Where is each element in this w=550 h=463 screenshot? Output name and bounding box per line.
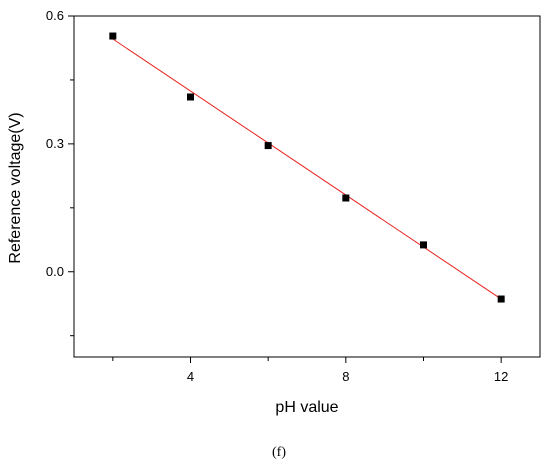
data-point: [109, 32, 117, 40]
x-axis-ticks: 4 8 12: [112, 357, 508, 384]
x-tick-label: 8: [342, 369, 349, 384]
data-point: [187, 93, 194, 101]
x-tick-label: 4: [187, 369, 194, 384]
y-axis-label: Reference voltage(V): [7, 112, 24, 263]
x-tick-label: 12: [494, 369, 508, 384]
fit-line-group: [112, 38, 502, 300]
figure-caption: (f): [272, 445, 286, 460]
y-tick-label: 0.0: [46, 264, 64, 279]
data-point: [497, 295, 505, 303]
data-point: [342, 194, 350, 202]
data-point: [264, 142, 272, 150]
plot-frame: [73, 15, 541, 358]
fit-line: [112, 38, 502, 300]
data-point: [420, 241, 427, 249]
y-axis-ticks: 0.0 0.3 0.6: [46, 8, 74, 337]
data-points: [109, 32, 505, 303]
y-tick-label: 0.3: [46, 136, 64, 151]
x-axis-label: pH value: [275, 399, 338, 416]
y-tick-label: 0.6: [46, 8, 64, 23]
